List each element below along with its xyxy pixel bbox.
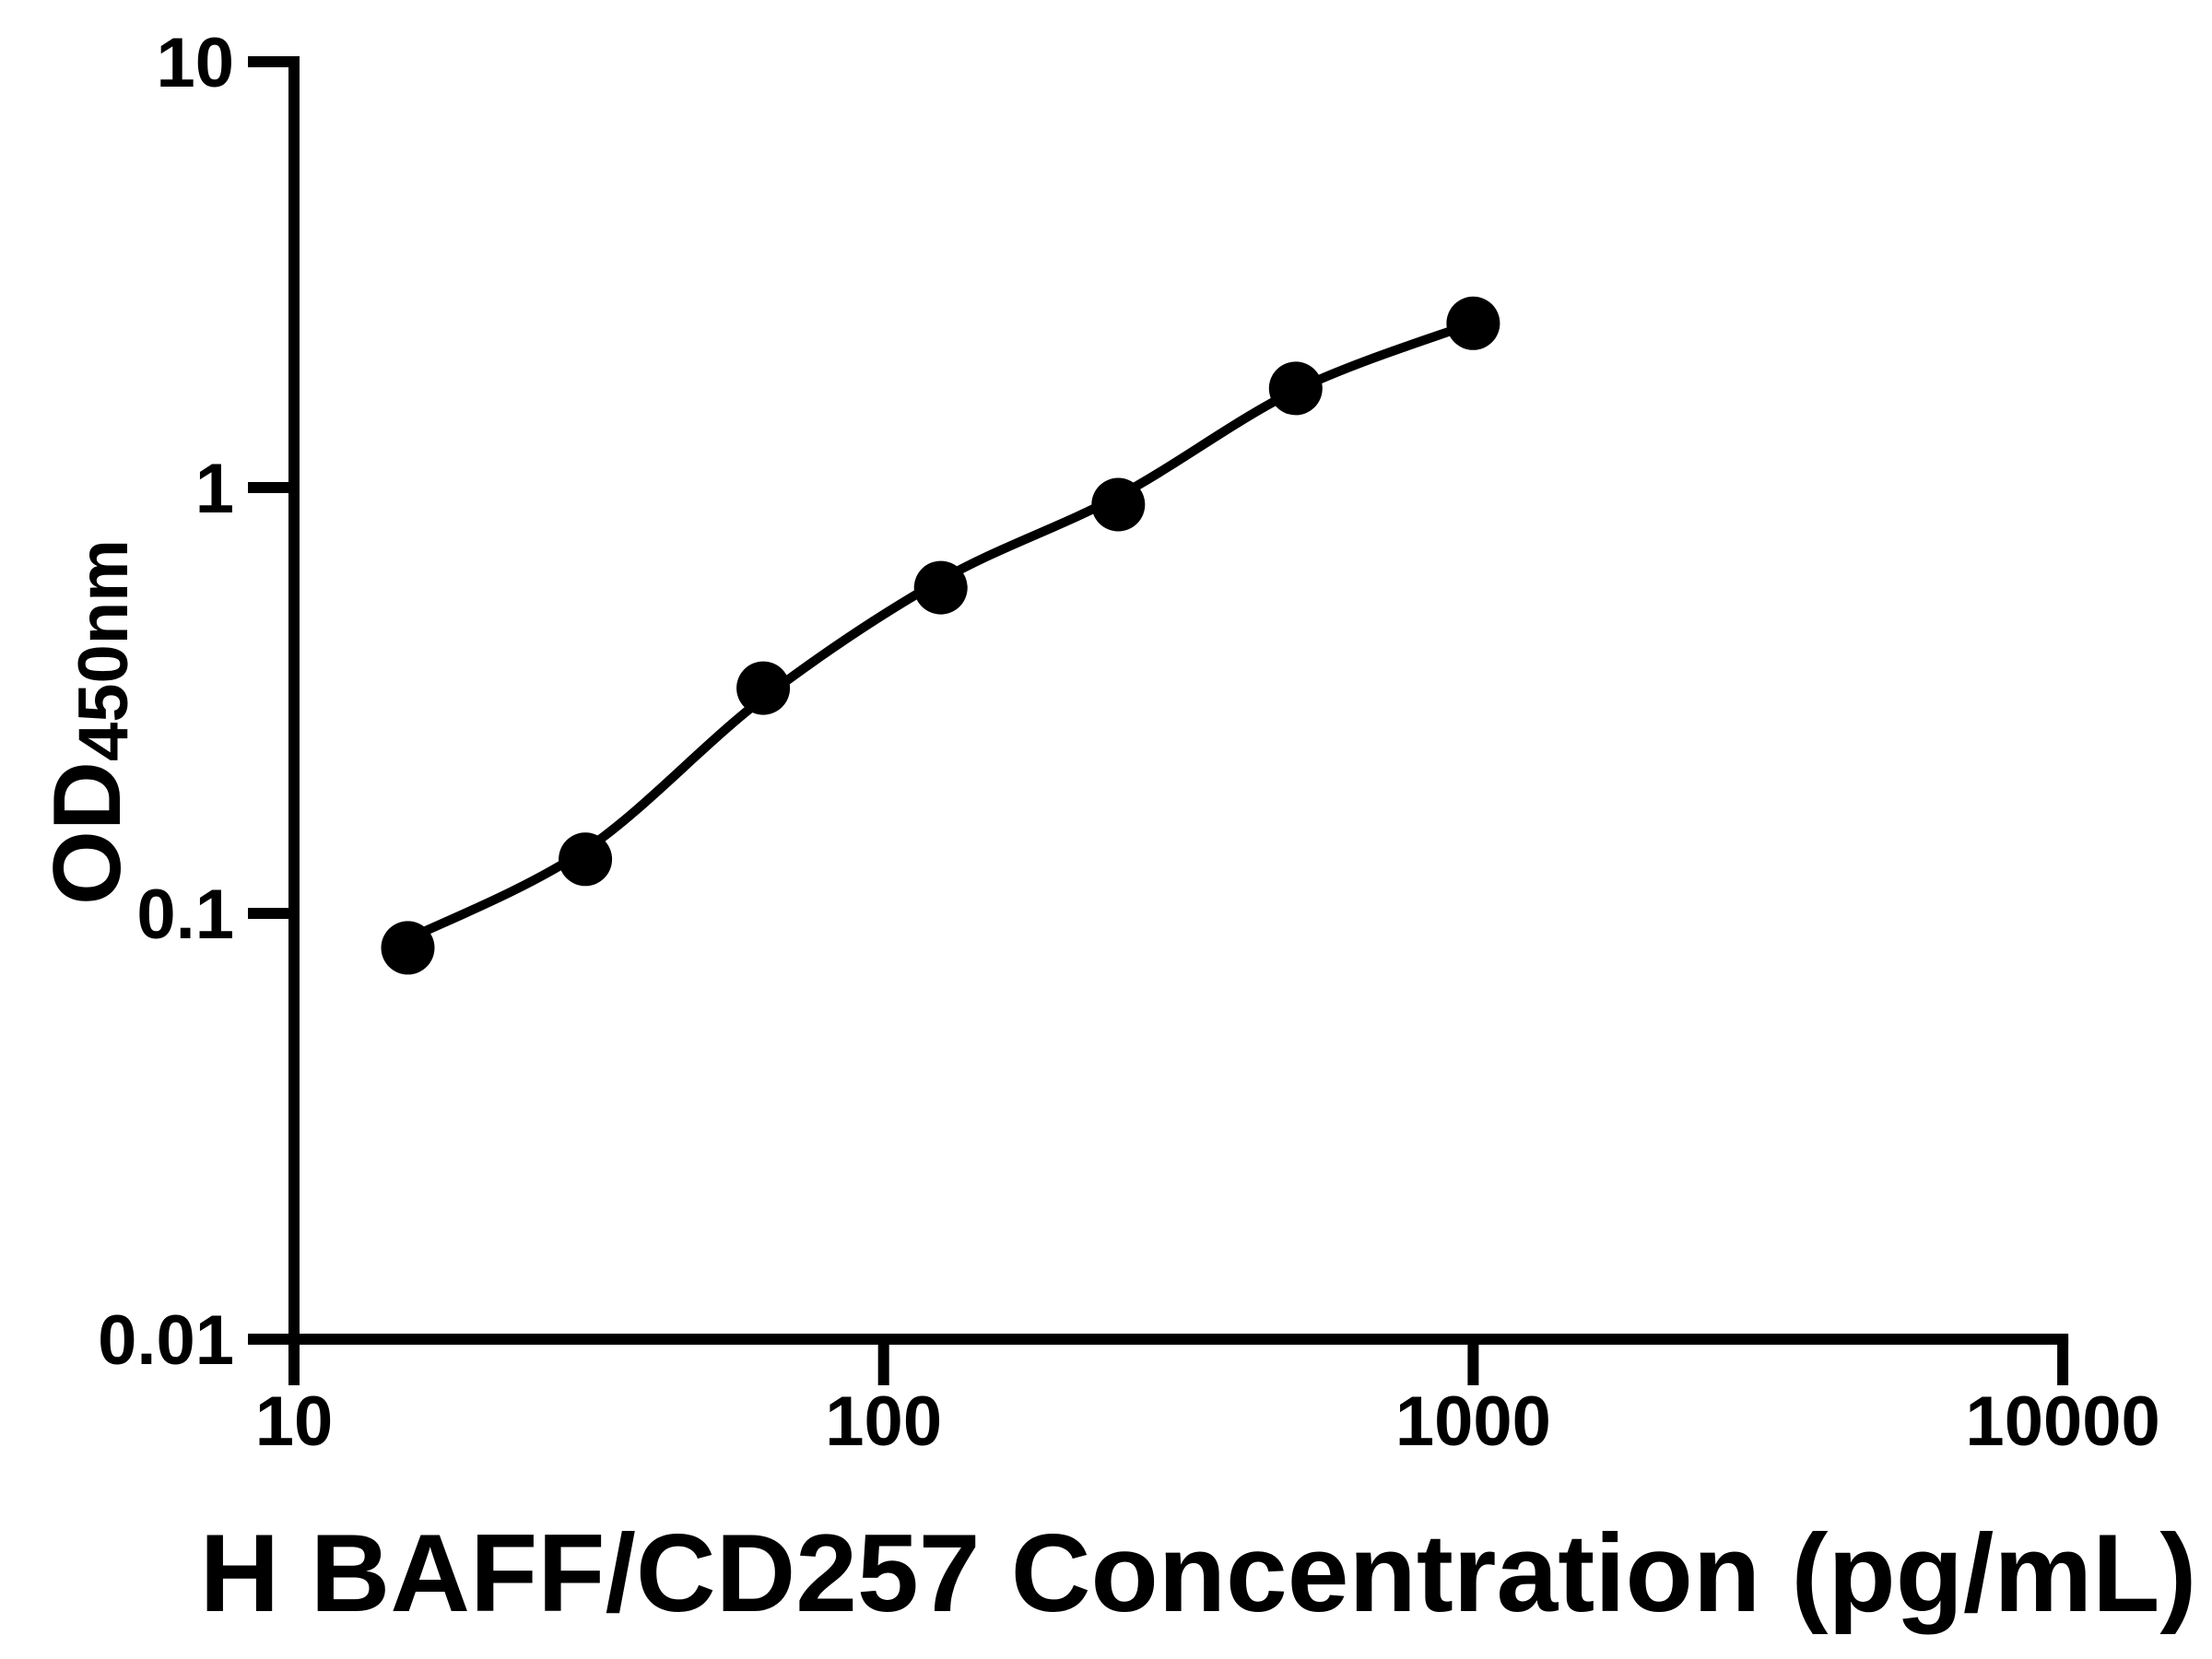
data-point — [1268, 361, 1323, 416]
x-axis-title: H BAFF/CD257 Concentration (pg/mL) — [200, 1512, 2197, 1635]
points-group — [381, 296, 1500, 975]
x-tick-label: 10000 — [1965, 1382, 2159, 1461]
y-axis-title-main: OD — [34, 761, 141, 905]
data-point — [736, 661, 791, 715]
data-point — [559, 832, 613, 887]
tick-labels-group: 10 1 0.1 0.01 10 100 1000 10000 — [98, 24, 2160, 1461]
y-axis-title-subscript: 450nm — [65, 539, 143, 761]
x-tick-label: 100 — [825, 1382, 942, 1461]
y-tick-label: 0.1 — [136, 876, 234, 954]
y-tick-label: 1 — [195, 450, 234, 528]
axes-group — [288, 56, 2069, 1345]
y-tick-label: 0.01 — [98, 1301, 234, 1380]
data-point — [381, 921, 435, 975]
ticks-group — [248, 56, 2069, 1385]
y-tick-label: 10 — [156, 24, 234, 102]
x-tick-label: 1000 — [1395, 1382, 1551, 1461]
data-point — [913, 560, 968, 615]
y-axis-title: OD450nm — [34, 539, 143, 905]
data-point — [1446, 296, 1500, 350]
data-point — [1091, 477, 1146, 532]
x-tick-label: 10 — [255, 1382, 334, 1461]
